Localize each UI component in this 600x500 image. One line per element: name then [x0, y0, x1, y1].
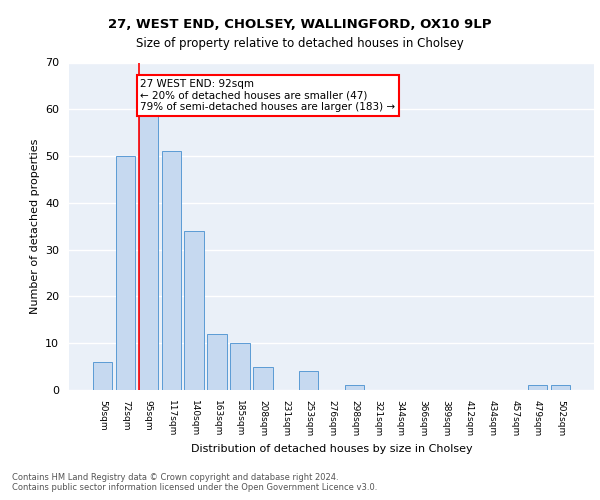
Text: 27 WEST END: 92sqm
← 20% of detached houses are smaller (47)
79% of semi-detache: 27 WEST END: 92sqm ← 20% of detached hou…: [140, 79, 395, 112]
Bar: [161, 152, 181, 390]
Bar: [528, 386, 547, 390]
Bar: [299, 372, 319, 390]
Bar: [344, 386, 364, 390]
Text: 27, WEST END, CHOLSEY, WALLINGFORD, OX10 9LP: 27, WEST END, CHOLSEY, WALLINGFORD, OX10…: [108, 18, 492, 30]
Bar: [551, 386, 570, 390]
Bar: [253, 366, 272, 390]
Bar: [230, 343, 250, 390]
X-axis label: Distribution of detached houses by size in Cholsey: Distribution of detached houses by size …: [191, 444, 472, 454]
Bar: [116, 156, 135, 390]
Bar: [93, 362, 112, 390]
Bar: [184, 231, 204, 390]
Bar: [208, 334, 227, 390]
Bar: [139, 114, 158, 390]
Text: Contains HM Land Registry data © Crown copyright and database right 2024.
Contai: Contains HM Land Registry data © Crown c…: [12, 473, 377, 492]
Y-axis label: Number of detached properties: Number of detached properties: [29, 138, 40, 314]
Text: Size of property relative to detached houses in Cholsey: Size of property relative to detached ho…: [136, 38, 464, 51]
